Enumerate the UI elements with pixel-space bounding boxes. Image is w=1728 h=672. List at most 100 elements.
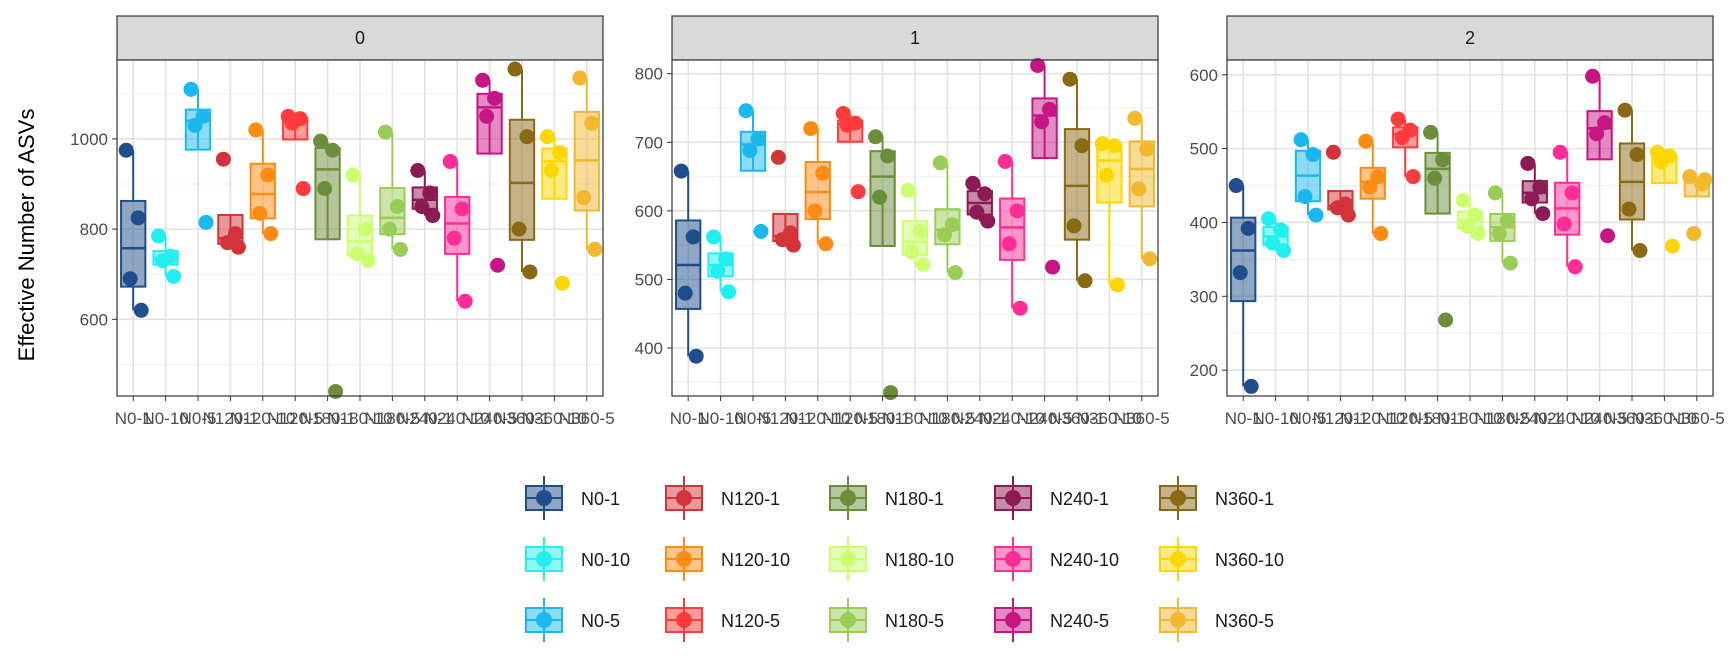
x-tick-label: N120-1 <box>758 409 814 428</box>
data-point <box>1127 110 1143 126</box>
data-point <box>738 103 754 119</box>
x-tick-label: N120-1 <box>203 409 259 428</box>
legend: N0-1 N0-10 N0-5 N120-1 N120-10 N120-5 N180-1 N1… <box>525 476 1284 642</box>
data-point <box>507 61 523 77</box>
data-point <box>1305 147 1321 163</box>
data-point <box>1261 211 1277 227</box>
data-point <box>284 115 300 131</box>
facet-strip <box>116 15 604 61</box>
data-point <box>1682 169 1698 185</box>
data-point <box>880 148 896 164</box>
x-tick-label: N360-5 <box>1114 409 1170 428</box>
data-point <box>1470 226 1486 242</box>
data-point <box>742 143 758 159</box>
y-tick-label: 600 <box>80 310 108 329</box>
data-point <box>543 162 559 178</box>
x-tick-label: N240-10 <box>425 409 490 428</box>
data-point <box>936 227 952 243</box>
legend-item: N120-1 <box>665 476 780 520</box>
data-point <box>487 90 503 106</box>
data-point <box>389 199 405 215</box>
legend-label: N120-5 <box>721 611 780 631</box>
x-tick-label: N180-5 <box>920 409 976 428</box>
data-point <box>1487 185 1503 201</box>
x-tick-label: N0-5 <box>180 409 217 428</box>
facet-strip <box>1226 15 1714 61</box>
legend-item: N0-5 <box>525 598 620 642</box>
y-tick-label: 600 <box>1190 66 1218 85</box>
data-point <box>803 121 819 137</box>
data-point <box>377 124 393 140</box>
data-point <box>1552 144 1568 160</box>
y-axis-title: Effective Number of ASVs <box>14 109 39 362</box>
legend-label: N240-5 <box>1050 611 1109 631</box>
x-tick-label: N0-10 <box>697 409 743 428</box>
data-point <box>1293 132 1309 148</box>
legend-key-point <box>536 490 552 506</box>
legend-item: N360-5 <box>1159 598 1274 642</box>
data-point <box>1240 220 1256 236</box>
y-tick-label: 500 <box>635 270 663 289</box>
data-point <box>750 131 766 147</box>
legend-item: N360-1 <box>1159 476 1274 520</box>
data-point <box>1362 179 1378 195</box>
data-point <box>392 241 408 257</box>
data-point <box>1142 251 1158 267</box>
x-tick-label: N360-10 <box>1632 409 1697 428</box>
legend-label: N120-10 <box>721 550 790 570</box>
x-tick-label: N0-1 <box>670 409 707 428</box>
data-point <box>1009 203 1025 219</box>
data-point <box>677 285 693 301</box>
data-point <box>1535 206 1551 222</box>
data-point <box>1276 243 1292 259</box>
legend-item: N240-1 <box>994 476 1109 520</box>
x-tick-label: N240-5 <box>1572 409 1628 428</box>
data-point <box>915 256 931 272</box>
data-point <box>1358 133 1374 149</box>
x-tick-label: N120-5 <box>822 409 878 428</box>
x-tick-label: N0-1 <box>1225 409 1262 428</box>
data-point <box>166 268 182 284</box>
data-point <box>1556 216 1572 232</box>
legend-item: N0-10 <box>525 537 630 581</box>
legend-item: N180-5 <box>829 598 944 642</box>
data-point <box>850 184 866 200</box>
legend-label: N120-1 <box>721 489 780 509</box>
data-point <box>539 129 555 145</box>
data-point <box>1228 178 1244 194</box>
data-point <box>932 155 948 171</box>
data-point <box>1390 111 1406 127</box>
data-point <box>839 117 855 133</box>
data-point <box>1077 273 1093 289</box>
data-point <box>313 133 329 149</box>
data-point <box>572 70 588 86</box>
data-point <box>835 105 851 121</box>
legend-label: N180-10 <box>885 550 954 570</box>
x-tick-label: N240-5 <box>462 409 518 428</box>
data-point <box>133 302 149 318</box>
legend-key-point <box>1005 490 1021 506</box>
data-point <box>230 239 246 255</box>
panel-1: 1400500600700800N0-1N0-10N0-5N120-1N120-… <box>635 15 1170 428</box>
legend-key-point <box>1170 490 1186 506</box>
x-tick-label: N240-10 <box>1535 409 1600 428</box>
x-tick-label: N0-10 <box>142 409 188 428</box>
x-tick-label: N360-10 <box>522 409 587 428</box>
data-point <box>1467 207 1483 223</box>
data-point <box>1109 277 1125 293</box>
data-point <box>317 181 333 197</box>
data-point <box>1617 102 1633 118</box>
data-point <box>807 203 823 219</box>
x-tick-label: N360-5 <box>1669 409 1725 428</box>
data-point <box>818 236 834 252</box>
y-tick-label: 400 <box>1190 213 1218 232</box>
data-point <box>997 153 1013 169</box>
data-point <box>977 186 993 202</box>
data-point <box>710 263 726 279</box>
data-point <box>328 383 344 399</box>
data-point <box>1325 144 1341 160</box>
data-point <box>1435 152 1451 168</box>
y-tick-label: 1000 <box>70 130 108 149</box>
data-point <box>1520 155 1536 171</box>
